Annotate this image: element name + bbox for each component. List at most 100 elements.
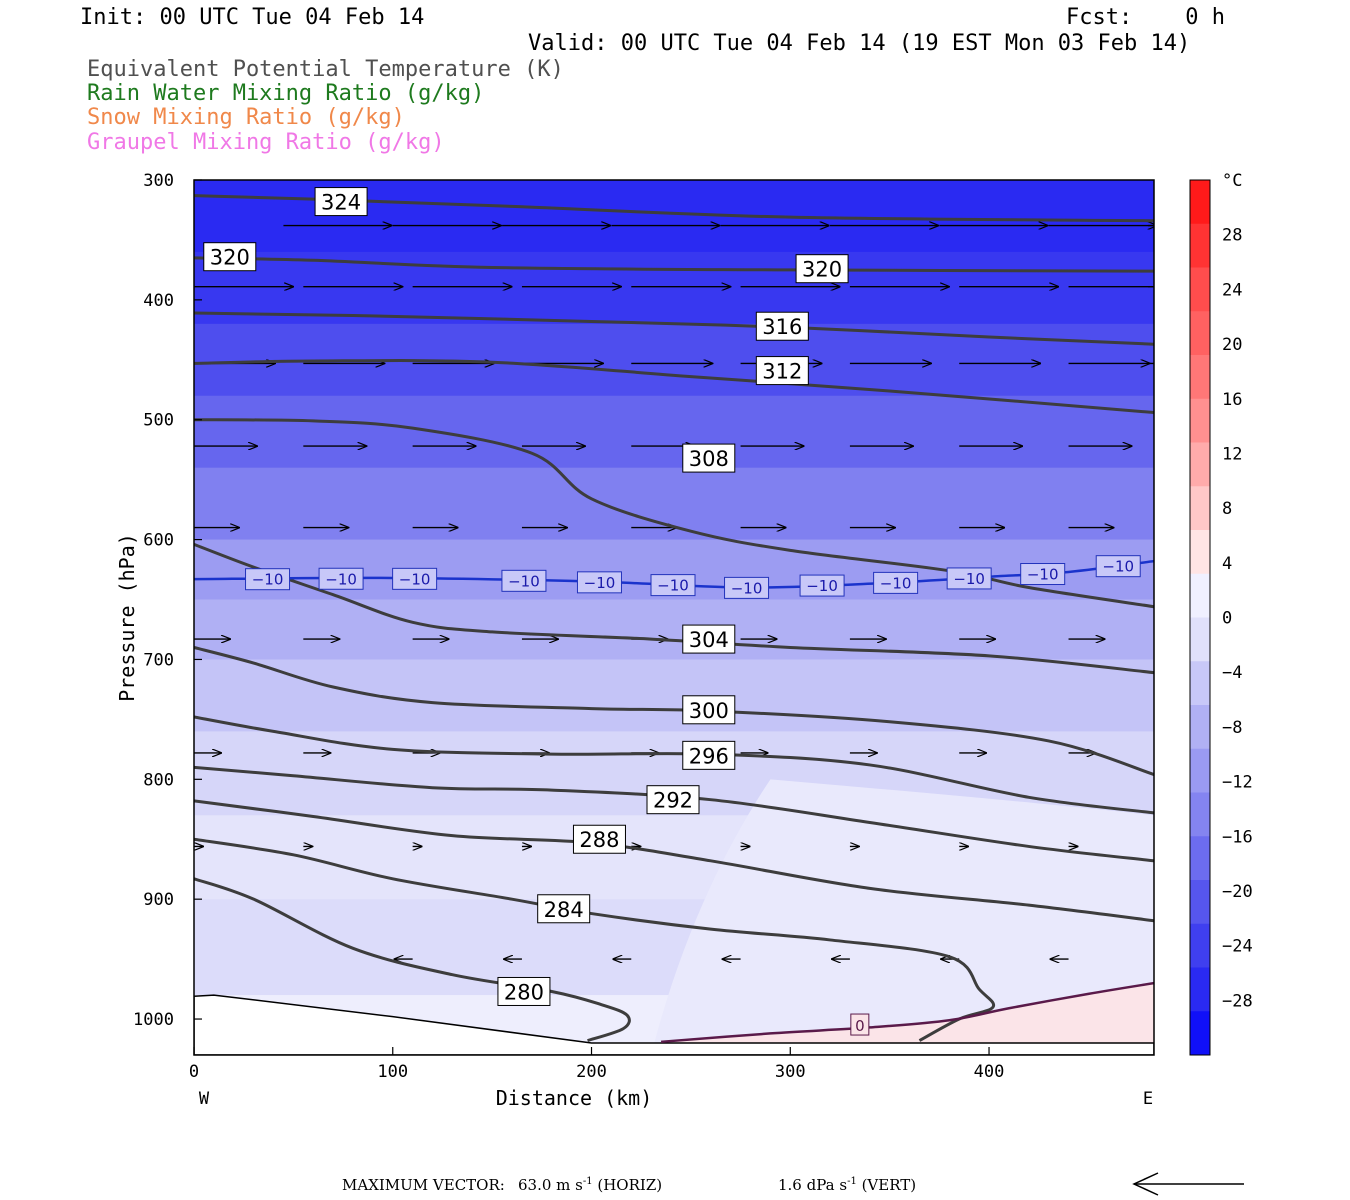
- contour-label-box: [795, 254, 849, 284]
- temperature-label: −10: [880, 574, 912, 592]
- temperature-label-box: [724, 576, 770, 599]
- max-vector-label: MAXIMUM VECTOR:: [342, 1176, 505, 1194]
- temperature-label-box: [501, 569, 547, 592]
- max-vector-vert: 1.6 dPa s-1 (VERT): [778, 1176, 917, 1194]
- colorbar-segment: [1190, 180, 1210, 225]
- contour-label: 292: [653, 789, 693, 813]
- temperature-label-box: [799, 574, 845, 597]
- temperature-label: −10: [953, 570, 985, 588]
- temperature-label-box: [245, 568, 291, 591]
- contour-label: 280: [504, 980, 544, 1004]
- colorbar-frame: [1189, 179, 1211, 1056]
- temperature-label: 0: [855, 1017, 865, 1035]
- contour-label: 320: [210, 246, 250, 270]
- colorbar-segment: [1190, 923, 1210, 968]
- init-time: Init: 00 UTC Tue 04 Feb 14: [80, 5, 425, 30]
- colorbar-segment: [1190, 311, 1210, 356]
- theta-e-contour: [194, 194, 1154, 223]
- y-tick-label: 900: [143, 890, 174, 910]
- colorbar-segment: [1190, 880, 1210, 925]
- colorbar-segment: [1190, 398, 1210, 443]
- shading-band: [651, 779, 1154, 1055]
- terrain: [194, 994, 1154, 1055]
- colorbar-tick-label: −24: [1222, 937, 1253, 957]
- colorbar-tick-label: −16: [1222, 827, 1253, 847]
- contour-label-box: [314, 187, 368, 217]
- colorbar-segment: [1190, 748, 1210, 793]
- colorbar-segment: [1190, 355, 1210, 400]
- legend-snow: Snow Mixing Ratio (g/kg): [87, 105, 405, 130]
- colorbar-tick-label: 20: [1222, 335, 1242, 355]
- y-tick-label: 1000: [133, 1010, 174, 1030]
- temperature-label-box: [318, 567, 364, 590]
- temperature-label-box: [392, 567, 438, 590]
- colorbar-tick-label: 24: [1222, 280, 1242, 300]
- plot-frame: [193, 179, 1155, 1056]
- colorbar-segment: [1190, 442, 1210, 487]
- colorbar-tick-label: 12: [1222, 444, 1242, 464]
- legend-graupel: Graupel Mixing Ratio (g/kg): [87, 130, 445, 155]
- contour-label: 324: [321, 191, 361, 215]
- x-end-label-east: E: [1143, 1089, 1153, 1109]
- temperature-label-box: [650, 574, 696, 597]
- reference-vector-arrow: [1132, 1172, 1244, 1196]
- contour-label-box: [572, 824, 626, 854]
- warm-region: [661, 983, 1154, 1055]
- temperature-label: −10: [806, 577, 838, 595]
- colorbar-unit: °C: [1222, 171, 1242, 191]
- contour-label-box: [682, 740, 736, 770]
- contour-label: 304: [689, 628, 729, 652]
- colorbar-tick-label: 4: [1222, 554, 1232, 574]
- colorbar-segment: [1190, 223, 1210, 268]
- x-tick-label: 200: [576, 1062, 607, 1082]
- shading-band: [194, 599, 1154, 661]
- theta-e-contour: [194, 646, 1154, 776]
- contour-label: 288: [579, 828, 619, 852]
- x-tick-label: 0: [189, 1062, 199, 1082]
- temperature-label: −10: [657, 577, 689, 595]
- colorbar-tick-label: −28: [1222, 991, 1253, 1011]
- colorbar-segment: [1190, 1011, 1210, 1056]
- temperature-label: −10: [399, 570, 431, 588]
- legend-theta-e: Equivalent Potential Temperature (K): [87, 57, 564, 82]
- colorbar-tick-label: −12: [1222, 773, 1253, 793]
- colorbar-segment: [1190, 792, 1210, 837]
- colorbar-segment: [1190, 967, 1210, 1012]
- colorbar-tick-label: −4: [1222, 663, 1242, 683]
- contour-label: 300: [689, 699, 729, 723]
- contour-label-box: [497, 976, 551, 1006]
- temperature-label: −10: [1027, 566, 1059, 584]
- colorbar-segment: [1190, 705, 1210, 750]
- contour-label-box: [755, 356, 809, 386]
- x-axis-label: Distance (km): [496, 1086, 653, 1110]
- contour-label-box: [537, 894, 591, 924]
- theta-e-contour: [194, 715, 1154, 815]
- theta-e-contour: [194, 418, 1154, 609]
- x-end-label-west: W: [199, 1089, 210, 1109]
- theta-e-contour: [194, 311, 1154, 346]
- temperature-label-box: [576, 571, 622, 594]
- forecast-hour: Fcst: 0 h: [1066, 5, 1225, 30]
- shading-band: [194, 251, 1154, 325]
- temperature-label-box: [946, 567, 992, 590]
- temperature-contour: [660, 981, 1154, 1044]
- y-tick-label: 800: [143, 770, 174, 790]
- contour-label-box: [682, 624, 736, 654]
- contour-label: 316: [762, 315, 802, 339]
- colorbar-segment: [1190, 530, 1210, 575]
- contour-label-box: [646, 785, 700, 815]
- x-tick-label: 400: [974, 1062, 1005, 1082]
- plot-area: 324 320 320 316 312 308 304 300 296 292 288 284 280 −…: [194, 180, 1154, 1055]
- colorbar-segment: [1190, 573, 1210, 618]
- shading-band: [194, 395, 1154, 469]
- temperature-label: −10: [508, 572, 540, 590]
- y-tick-label: 600: [143, 531, 174, 551]
- colorbar-tick-label: 16: [1222, 390, 1242, 410]
- colorbar-segment: [1190, 486, 1210, 531]
- temperature-label-box: [850, 1013, 870, 1036]
- temperature-label-box: [1020, 563, 1066, 586]
- colorbar-tick-label: 0: [1222, 609, 1232, 629]
- y-tick-label: 700: [143, 650, 174, 670]
- contour-label: 312: [762, 360, 802, 384]
